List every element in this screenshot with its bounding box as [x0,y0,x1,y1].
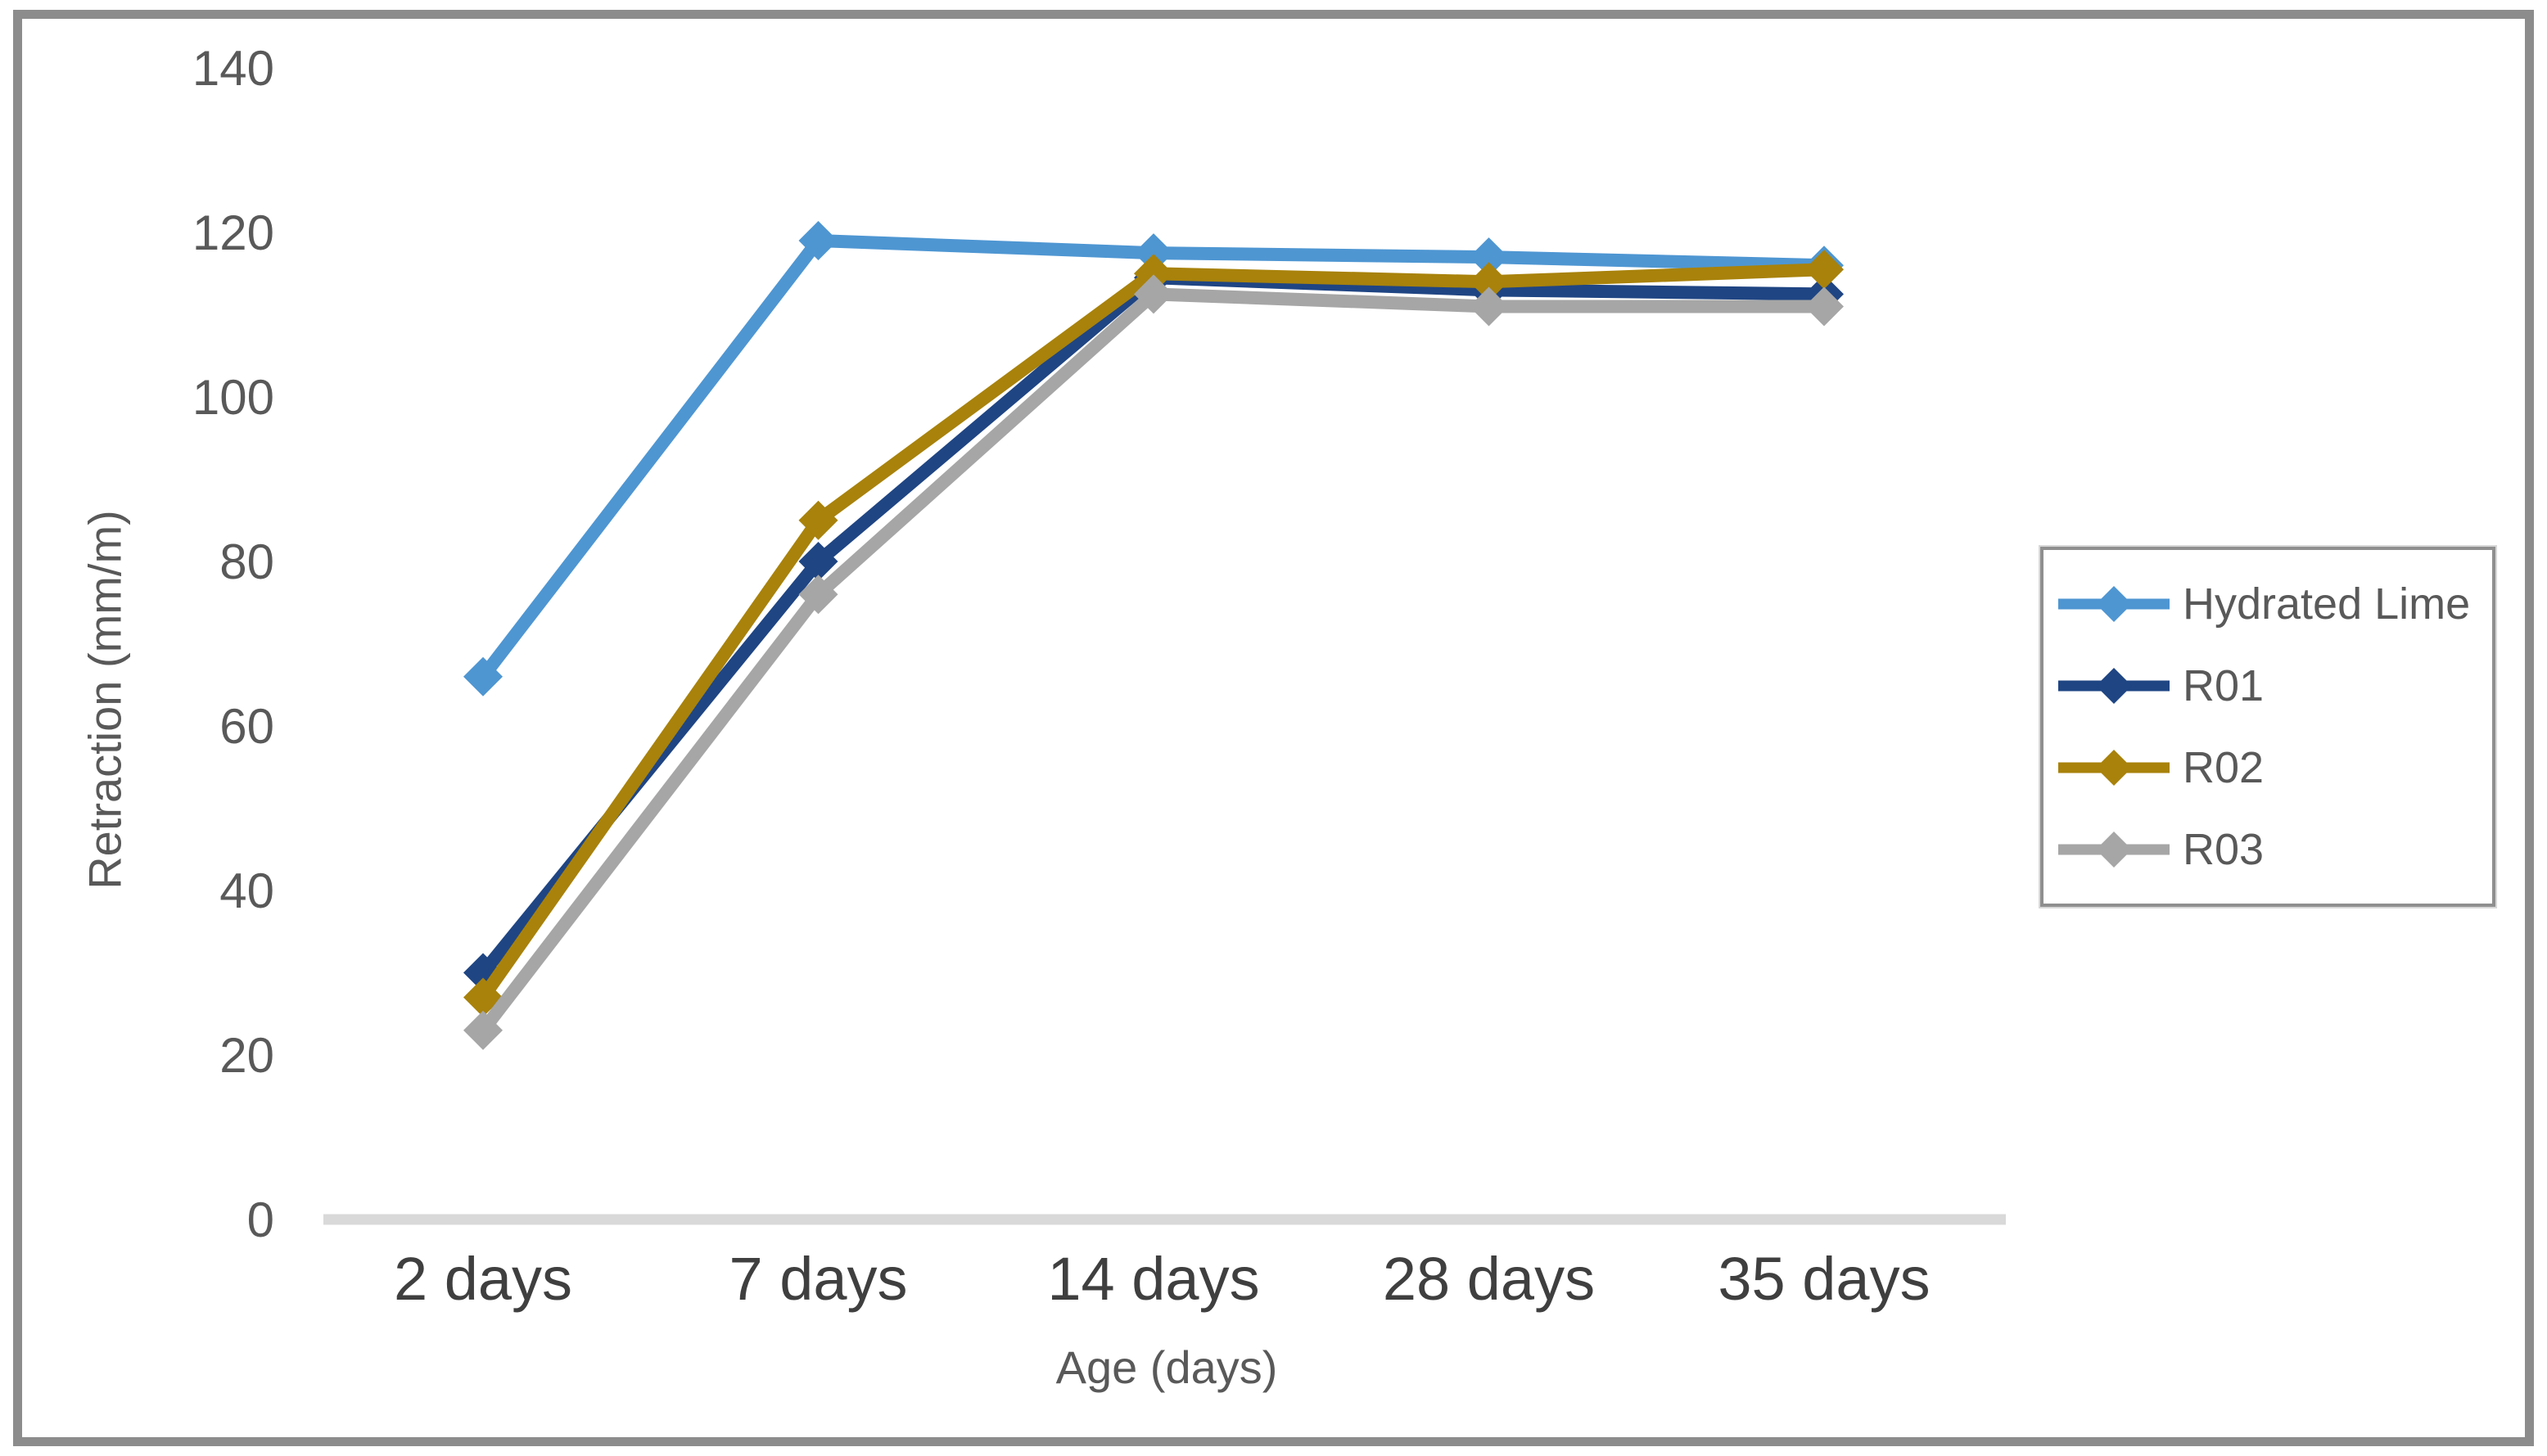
y-tick-label-20: 20 [219,1028,274,1083]
x-axis-title: Age (days) [1055,1341,1278,1393]
legend-item-r01: R01 [2057,645,2492,727]
series-line-r01 [476,271,1831,980]
legend-marker-r03 [2058,832,2170,868]
legend-item-r03: R03 [2057,809,2492,890]
series-marker-r03 [798,575,838,615]
x-tick-label-2-days: 2 days [394,1245,572,1313]
x-tick-label-35-days: 35 days [1718,1245,1930,1313]
series-marker-r03 [463,1010,503,1050]
legend-marker-r02 [2058,750,2170,786]
y-axis-title: Retraction (mm/m) [79,510,131,890]
series-line-r02 [476,263,1831,1004]
y-tick-label-140: 140 [192,41,274,96]
series-marker-r02 [1469,262,1509,302]
series-marker-r02 [798,500,838,540]
legend-label-hydrated-lime: Hydrated Lime [2183,579,2471,629]
series-marker-r02 [1804,250,1844,290]
series-marker-hydrated-lime [1134,233,1173,273]
series-marker-r03 [1469,286,1509,327]
series-marker-r01 [798,542,838,581]
legend-label-r02: R02 [2183,743,2265,792]
legend-label-r03: R03 [2183,825,2265,874]
legend-box: Hydrated Lime R01 R02 R03 [2040,547,2495,907]
series-marker-r02 [1134,254,1173,294]
y-tick-label-100: 100 [192,370,274,425]
series-marker-hydrated-lime [1469,237,1509,277]
legend-marker-hydrated-lime [2058,586,2170,622]
legend-item-r02: R02 [2057,727,2492,809]
series-marker-r03 [1134,274,1173,314]
y-tick-label-120: 120 [192,205,274,260]
y-tick-label-0: 0 [247,1192,274,1247]
legend-item-hydrated-lime: Hydrated Lime [2057,563,2492,645]
series-marker-hydrated-lime [463,656,503,696]
legend-marker-r01 [2058,668,2170,704]
y-tick-label-60: 60 [219,699,274,754]
y-tick-label-40: 40 [219,863,274,918]
series-marker-hydrated-lime [798,221,838,261]
x-tick-label-7-days: 7 days [729,1245,907,1313]
x-tick-label-28-days: 28 days [1383,1245,1595,1313]
series-marker-r03 [1804,286,1844,327]
legend-label-r01: R01 [2183,661,2265,710]
y-tick-label-80: 80 [219,534,274,589]
x-tick-label-14-days: 14 days [1047,1245,1259,1313]
